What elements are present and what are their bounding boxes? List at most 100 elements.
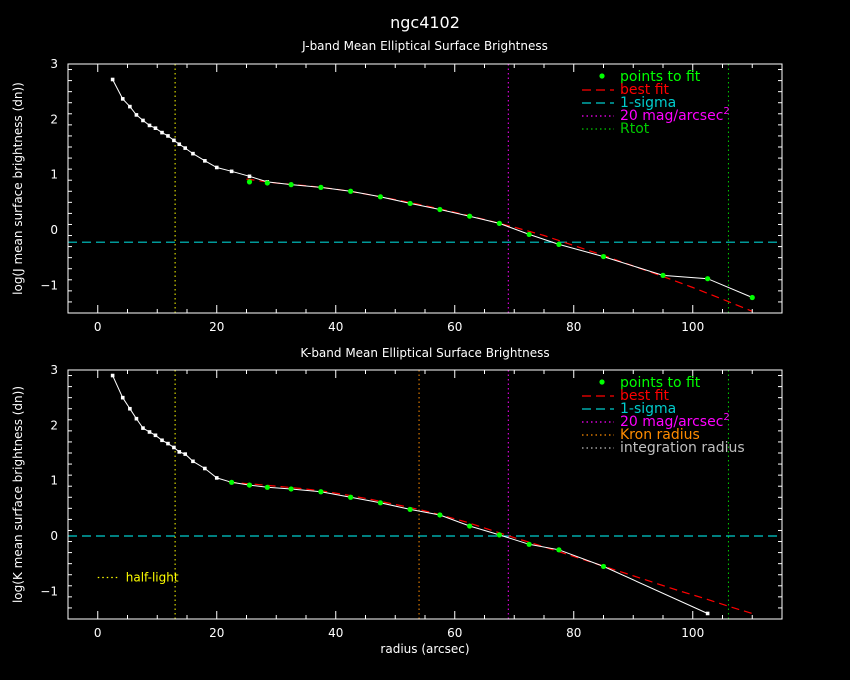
- j-legend-superscript: 2: [723, 106, 729, 117]
- j-legend-label-1: best fit: [620, 82, 670, 98]
- j-fit-point: [600, 253, 607, 260]
- j-profile-point: [141, 118, 145, 123]
- k-fit-point: [437, 512, 443, 518]
- j-profile-point: [247, 174, 252, 179]
- k-best-fit-line: [228, 481, 753, 615]
- j-y-tick-label: 1: [50, 168, 58, 182]
- j-profile-point: [214, 165, 219, 170]
- k-x-tick-label: 80: [566, 626, 581, 640]
- j-profile-point: [203, 159, 207, 163]
- k-x-tick-label: 0: [94, 626, 102, 640]
- j-profile-point: [166, 134, 170, 138]
- j-profile-point: [110, 77, 115, 82]
- k-legend-label-1: best fit: [620, 388, 670, 404]
- j-profile-point: [177, 142, 182, 147]
- k-profile-point: [177, 450, 182, 454]
- k-legend-superscript: 2: [723, 412, 729, 423]
- j-fit-point: [437, 206, 443, 213]
- k-profile-point: [134, 416, 139, 421]
- k-fit-point: [467, 523, 473, 529]
- k-profile-point: [183, 452, 188, 456]
- k-profile-point: [191, 459, 195, 464]
- k-x-tick-label: 20: [209, 626, 224, 640]
- k-fit-point: [556, 547, 562, 553]
- j-profile-point: [160, 130, 164, 135]
- k-profile-point: [128, 406, 132, 411]
- k-fit-point: [264, 484, 270, 490]
- k-plot-area: [68, 370, 782, 619]
- j-fit-point: [467, 213, 473, 219]
- j-fit-point: [264, 180, 270, 186]
- k-x-tick-label: 60: [447, 626, 462, 640]
- j-profile-point: [120, 97, 125, 101]
- j-fit-point: [660, 272, 666, 278]
- k-profile-point: [203, 466, 207, 471]
- j-profile-point: [229, 169, 234, 174]
- j-fit-point: [526, 231, 532, 238]
- j-x-tick-label: 20: [209, 320, 224, 334]
- k-fit-point: [377, 500, 383, 506]
- k-x-tick-label: 40: [328, 626, 343, 640]
- k-y-axis-label: log(K mean surface brightness (dn)): [11, 386, 25, 603]
- k-profile-point: [166, 441, 170, 446]
- j-x-tick-label: 0: [94, 320, 102, 334]
- k-profile-point: [141, 426, 145, 430]
- k-profile-point: [160, 438, 164, 443]
- k-annotation-label-0: half-light: [126, 571, 179, 585]
- figure-title: ngc4102: [390, 13, 460, 32]
- k-y-tick-label: 1: [50, 474, 58, 488]
- k-fit-point: [288, 486, 294, 492]
- j-x-tick-label: 100: [681, 320, 704, 334]
- j-panel-title: J-band Mean Elliptical Surface Brightnes…: [301, 39, 548, 53]
- j-profile-point: [191, 151, 195, 156]
- j-y-tick-label: 2: [50, 112, 58, 126]
- k-profile-point: [172, 445, 176, 450]
- j-profile-point: [128, 104, 132, 109]
- k-legend-label-0: points to fit: [620, 375, 701, 391]
- k-legend-marker-0: [599, 379, 605, 385]
- j-profile-point: [134, 113, 139, 117]
- k-fit-point: [496, 532, 502, 538]
- j-y-tick-label: 3: [50, 57, 58, 71]
- k-y-tick-label: 2: [50, 418, 58, 432]
- j-profile-point: [183, 146, 188, 150]
- j-fit-point: [705, 276, 711, 282]
- k-y-tick-label: 3: [50, 363, 58, 377]
- k-legend-label-4: Kron radius: [620, 427, 700, 443]
- j-y-tick-label: 0: [50, 223, 58, 237]
- j-x-tick-label: 40: [328, 320, 343, 334]
- j-fit-point: [288, 182, 294, 188]
- k-panel-title: K-band Mean Elliptical Surface Brightnes…: [300, 346, 549, 360]
- j-legend-marker-0: [599, 73, 605, 79]
- k-fit-point: [348, 494, 354, 500]
- j-plot-area: [68, 64, 782, 313]
- k-fit-point: [526, 541, 532, 547]
- k-fit-point: [600, 563, 607, 570]
- j-fit-point: [496, 220, 502, 226]
- j-band-panel: J-band Mean Elliptical Surface Brightnes…: [11, 39, 783, 334]
- j-legend-label-3: 20 mag/arcsec2: [620, 106, 730, 124]
- k-legend-label-2: 1-sigma: [620, 401, 676, 417]
- j-legend-label-2: 1-sigma: [620, 95, 676, 111]
- j-y-axis-label: log(J mean surface brightness (dn)): [11, 82, 25, 295]
- j-profile-point: [172, 138, 176, 143]
- j-fit-point: [749, 294, 755, 301]
- j-fit-point: [246, 179, 253, 185]
- k-profile-point: [147, 430, 152, 434]
- k-profile-point: [110, 373, 115, 378]
- k-y-tick-label: −1: [40, 584, 58, 598]
- j-legend-label-4: Rtot: [620, 121, 650, 137]
- x-axis-label: radius (arcsec): [380, 642, 469, 656]
- j-fit-point: [556, 241, 562, 247]
- k-fit-point: [246, 482, 253, 488]
- k-profile-point: [120, 395, 125, 400]
- k-fit-point: [229, 479, 235, 485]
- k-x-tick-label: 100: [681, 626, 704, 640]
- k-profile-point: [705, 611, 710, 616]
- k-legend-label-5: integration radius: [620, 440, 745, 456]
- j-fit-point: [407, 200, 413, 207]
- j-legend-label-0: points to fit: [620, 69, 701, 85]
